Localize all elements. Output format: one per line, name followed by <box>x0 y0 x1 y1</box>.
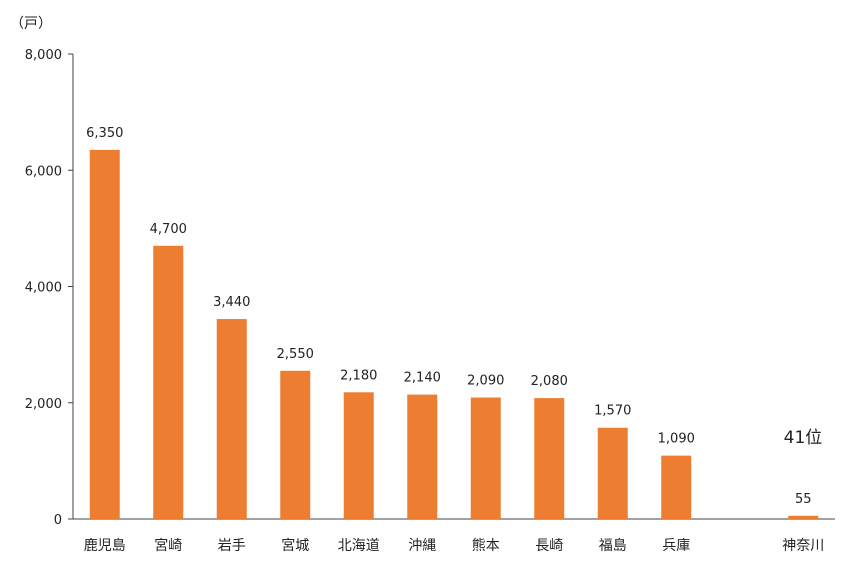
y-tick-label: 2,000 <box>25 397 62 412</box>
x-tick-label: 沖縄 <box>408 538 436 554</box>
data-label: 1,570 <box>594 404 631 419</box>
rank-annotation: 41位 <box>784 428 823 448</box>
data-label: 3,440 <box>213 295 250 310</box>
y-tick-label: 8,000 <box>25 48 62 63</box>
data-label: 6,350 <box>86 126 123 141</box>
bar <box>661 455 692 519</box>
data-label: 2,550 <box>277 347 314 362</box>
data-label: 2,090 <box>467 374 504 389</box>
x-tick-label: 神奈川 <box>782 538 824 554</box>
x-tick-label: 鹿児島 <box>84 537 126 554</box>
x-tick-label: 宮崎 <box>154 538 182 554</box>
y-axis-unit-label: （戸） <box>10 16 52 32</box>
bar <box>216 319 247 519</box>
x-tick-label: 長崎 <box>535 538 563 554</box>
labels: 0 2,000 4,000 6,000 8,000 6,350 鹿児島 4,700 宮崎 3,44… <box>25 48 824 554</box>
x-tick-label: 岩手 <box>218 538 246 554</box>
bar <box>534 398 565 519</box>
y-tick-label: 0 <box>54 513 62 528</box>
bars <box>89 149 819 519</box>
data-label: 2,140 <box>404 371 441 386</box>
bar <box>788 515 819 519</box>
x-tick-label: 宮城 <box>281 538 309 554</box>
bar <box>280 370 311 519</box>
data-label: 2,180 <box>340 368 377 383</box>
x-tick-label: 北海道 <box>338 538 380 554</box>
x-tick-label: 熊本 <box>472 538 500 554</box>
data-label: 55 <box>795 492 812 507</box>
data-label: 2,080 <box>531 374 568 389</box>
bar <box>470 397 501 519</box>
bar <box>343 392 374 519</box>
data-label: 4,700 <box>150 222 187 237</box>
x-tick-label: 福島 <box>599 538 627 554</box>
y-tick-label: 4,000 <box>25 281 62 296</box>
bar <box>407 394 438 519</box>
x-tick-label: 兵庫 <box>662 537 690 554</box>
data-label: 1,090 <box>658 432 695 447</box>
bar <box>597 427 628 519</box>
y-tick-label: 6,000 <box>25 164 62 179</box>
axes <box>68 53 835 520</box>
bar <box>89 149 120 519</box>
bar <box>153 245 184 519</box>
